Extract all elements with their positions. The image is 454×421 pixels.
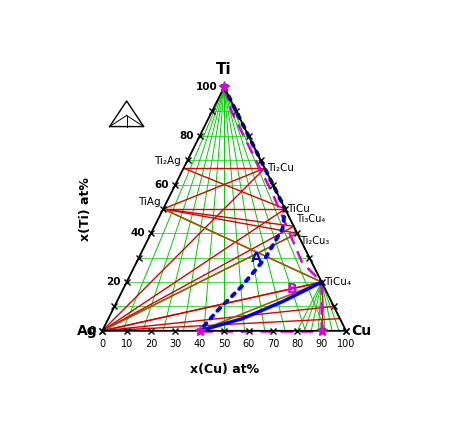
Text: 0: 0 [89,326,96,336]
Text: Ti₂Cu₃: Ti₂Cu₃ [300,236,329,246]
Text: Ti: Ti [217,62,232,77]
Text: 50: 50 [218,339,230,349]
Text: 10: 10 [120,339,133,349]
Text: Ti₃Cu₄: Ti₃Cu₄ [296,214,326,224]
Text: B: B [287,282,298,296]
Text: 80: 80 [179,131,194,141]
Text: 20: 20 [145,339,157,349]
Text: 70: 70 [266,339,279,349]
Text: 20: 20 [106,277,121,287]
Text: TiCu: TiCu [287,204,311,214]
Text: TiCu₄: TiCu₄ [324,277,351,287]
Text: 60: 60 [242,339,255,349]
Text: 0: 0 [99,339,105,349]
Text: Cu: Cu [351,324,371,338]
Text: 60: 60 [155,180,169,189]
Text: TiAg: TiAg [138,197,161,207]
Text: 40: 40 [130,228,145,238]
Text: 90: 90 [316,339,328,349]
Text: 40: 40 [194,339,206,349]
Text: 80: 80 [291,339,303,349]
Text: 30: 30 [169,339,182,349]
Text: Ti₂Ag: Ti₂Ag [154,156,181,166]
Text: Ag: Ag [77,324,98,338]
Text: Ti₂Cu: Ti₂Cu [267,163,294,173]
Text: 100: 100 [196,82,218,92]
Text: A: A [251,250,261,265]
Text: x(Ti) at%: x(Ti) at% [79,177,92,241]
Text: x(Cu) at%: x(Cu) at% [190,362,259,376]
Text: 100: 100 [337,339,355,349]
